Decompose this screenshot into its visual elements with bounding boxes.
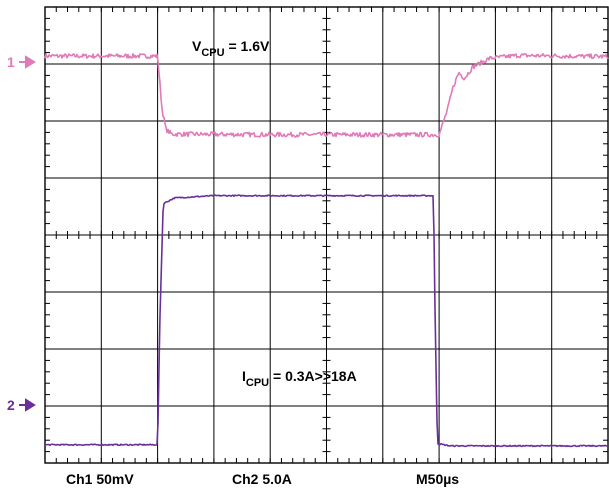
chart-traces (44, 52, 609, 448)
channel-2-arrow-icon (19, 398, 36, 412)
channel-2-trace (44, 194, 609, 448)
channel-1-marker-label: 1 (7, 54, 15, 70)
channel-1-arrow-icon (19, 55, 36, 69)
vcpu-annotation: VCPU = 1.6V (192, 38, 270, 59)
channel-1-marker: 1 (7, 54, 36, 70)
channel-1-trace (44, 52, 609, 138)
channel-2-marker-label: 2 (7, 397, 15, 413)
ch1-scale-label: Ch1 50mV (66, 471, 134, 487)
timebase-label: M50µs (416, 471, 459, 487)
ch2-scale-label: Ch2 5.0A (232, 471, 292, 487)
chart-grid (44, 6, 609, 464)
icpu-annotation: ICPU = 0.3A>>18A (242, 368, 357, 389)
channel-2-marker: 2 (7, 397, 36, 413)
